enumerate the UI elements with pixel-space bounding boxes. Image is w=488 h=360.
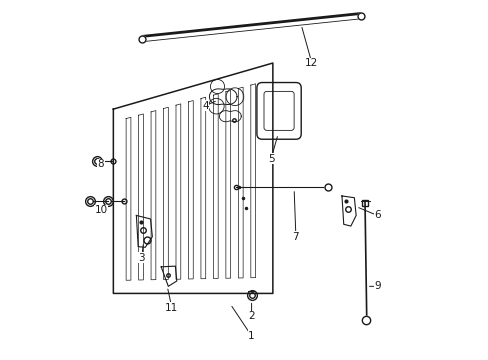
Text: 6: 6: [373, 211, 380, 220]
Text: 10: 10: [94, 205, 107, 215]
Text: 11: 11: [165, 303, 178, 312]
Text: 4: 4: [202, 100, 208, 111]
Text: 9: 9: [373, 281, 380, 291]
Text: 5: 5: [267, 154, 274, 164]
Text: 2: 2: [248, 311, 254, 321]
Text: 7: 7: [292, 232, 299, 242]
Text: 1: 1: [248, 331, 254, 341]
Text: 12: 12: [305, 58, 318, 68]
Text: 8: 8: [98, 159, 104, 169]
Text: 3: 3: [138, 253, 145, 263]
